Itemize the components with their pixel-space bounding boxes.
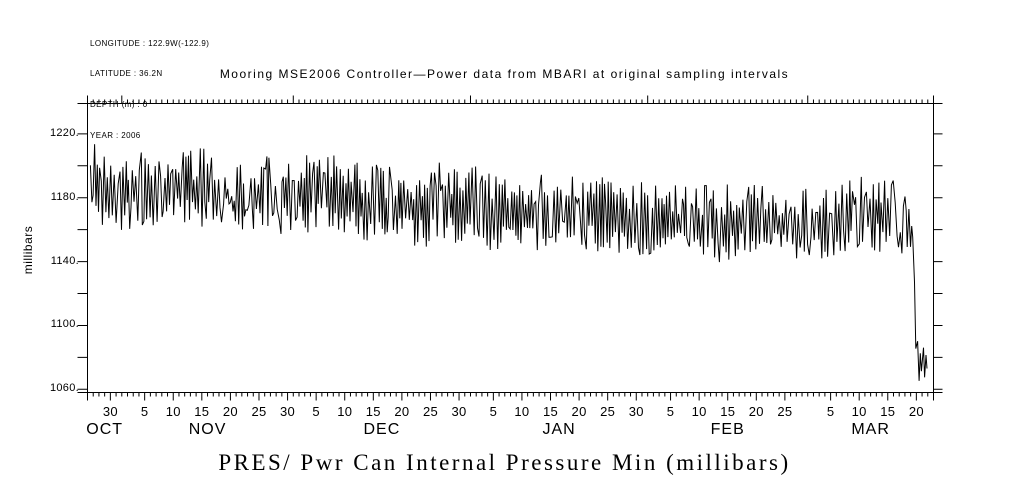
x-day-label: 5 bbox=[666, 404, 675, 419]
x-day-label: 30 bbox=[280, 404, 296, 419]
x-day-label: 15 bbox=[365, 404, 381, 419]
x-day-label: 20 bbox=[748, 404, 764, 419]
series-line bbox=[89, 144, 928, 381]
x-day-label: 25 bbox=[600, 404, 616, 419]
metadata-year: YEAR : 2006 bbox=[90, 131, 141, 141]
x-day-label: 25 bbox=[777, 404, 793, 419]
y-tick-label: 1140. bbox=[50, 254, 79, 267]
x-day-label: 30 bbox=[628, 404, 644, 419]
x-day-label: 10 bbox=[514, 404, 530, 419]
metadata-latitude: LATITUDE : 36.2N bbox=[90, 69, 163, 79]
x-day-label: 30 bbox=[451, 404, 467, 419]
x-day-label: 15 bbox=[720, 404, 736, 419]
x-day-label: 10 bbox=[691, 404, 707, 419]
x-month-label-oct: OCT bbox=[86, 421, 124, 438]
x-day-label: 5 bbox=[312, 404, 320, 419]
y-tick-label: 1060. bbox=[49, 382, 79, 395]
x-day-label: 25 bbox=[422, 404, 438, 419]
x-day-label: 10 bbox=[337, 404, 353, 419]
x-day-label: 15 bbox=[194, 404, 210, 419]
x-day-label: 5 bbox=[489, 404, 498, 419]
y-tick-label: 1180. bbox=[50, 190, 79, 203]
x-month-label-nov: NOV bbox=[188, 421, 227, 438]
x-month-label-dec: DEC bbox=[363, 421, 401, 438]
x-day-label: 5 bbox=[140, 404, 149, 419]
chart-title: Mooring MSE2006 Controller—Power data fr… bbox=[219, 67, 790, 81]
x-day-label: 20 bbox=[394, 404, 410, 419]
x-day-label: 10 bbox=[165, 404, 181, 419]
x-day-label: 25 bbox=[251, 404, 267, 419]
x-day-label: 10 bbox=[851, 404, 867, 419]
x-day-label: 5 bbox=[826, 404, 835, 419]
x-day-label: 20 bbox=[571, 404, 587, 419]
x-day-label: 15 bbox=[880, 404, 896, 419]
y-tick-label: 1220. bbox=[49, 126, 79, 139]
y-tick-label: 1100. bbox=[50, 318, 79, 331]
x-month-label-feb: FEB bbox=[710, 421, 745, 438]
metadata-block: LONGITUDE : 122.9W(-122.9) LATITUDE : 36… bbox=[90, 18, 209, 162]
metadata-longitude: LONGITUDE : 122.9W(-122.9) bbox=[90, 38, 210, 48]
x-day-label: 15 bbox=[542, 404, 559, 419]
x-month-label-jan: JAN bbox=[542, 421, 576, 438]
footer-title: PRES/ Pwr Can Internal Pressure Min (mil… bbox=[218, 450, 791, 475]
metadata-depth: DEPTH (m) : 0 bbox=[90, 100, 148, 110]
axes-box bbox=[87, 103, 934, 393]
x-day-label: 20 bbox=[222, 404, 238, 419]
x-month-label-mar: MAR bbox=[851, 421, 890, 438]
axis-ticks bbox=[77, 95, 943, 401]
x-day-label: 20 bbox=[908, 404, 924, 419]
x-day-label: 30 bbox=[102, 404, 118, 419]
